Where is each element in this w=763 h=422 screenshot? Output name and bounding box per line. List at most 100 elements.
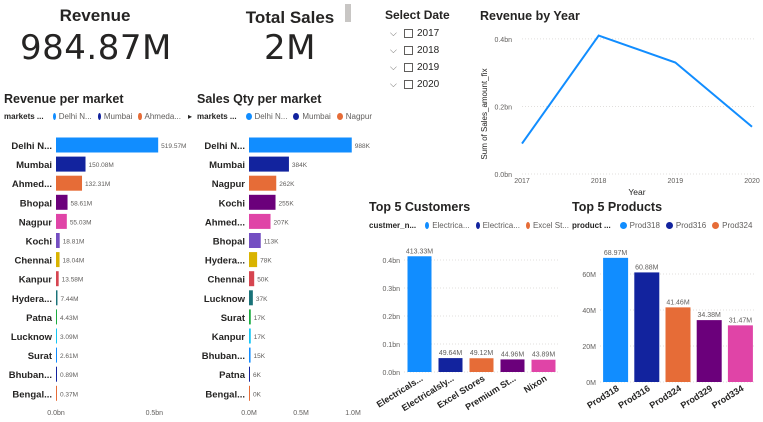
x-tick-label: 0.0M (241, 410, 257, 417)
date-slicer-item-label: 2019 (417, 62, 440, 73)
legend-item[interactable]: Ahmeda... (144, 112, 181, 121)
bar (56, 252, 60, 268)
chevron-down-icon[interactable]: ⌵ (390, 45, 397, 55)
legend-dot (293, 113, 300, 120)
bar (249, 156, 289, 172)
top5-products-chart[interactable]: 0M 20M 40M 60M 68.97M Prod318 60.88M Prod316 41.… (566, 238, 762, 422)
data-label: 13.58M (62, 277, 84, 284)
x-tick-label: 2019 (668, 178, 684, 185)
bar (249, 233, 261, 248)
legend-next-arrow-icon[interactable]: ▸ (187, 112, 192, 121)
date-slicer-item-2019[interactable]: ⌵ 2019 (390, 59, 465, 76)
legend-item[interactable]: Prod316 (675, 221, 707, 230)
data-label: 44.96M (501, 351, 525, 358)
y-tick-label: 40M (582, 308, 596, 315)
category-label: Bengal... (12, 389, 52, 400)
date-slicer-item-2020[interactable]: ⌵ 2020 (390, 76, 465, 93)
data-label: 60.88M (635, 264, 659, 271)
bar (407, 256, 432, 372)
bar (249, 347, 251, 363)
legend-title: product ... (572, 221, 611, 230)
data-label: 384K (292, 162, 308, 169)
legend-item[interactable]: Delhi N... (58, 112, 92, 121)
category-label: Nagpur (212, 179, 246, 190)
category-label: Prod316 (616, 383, 651, 410)
bar (249, 252, 258, 268)
x-tick-label: 2017 (514, 178, 530, 185)
legend-item[interactable]: Mumbai (103, 112, 133, 121)
data-label: 18.81M (63, 239, 85, 246)
data-label: 50K (257, 277, 269, 284)
bar (469, 358, 494, 372)
category-label: Surat (221, 313, 246, 324)
data-label: 41.46M (666, 299, 690, 306)
data-label: 4.43M (60, 315, 78, 322)
revenue-per-market-chart[interactable]: Delhi N... 519.57M Mumbai 150.08M Ahmed... 13… (0, 130, 195, 422)
y-tick-label: 0.4bn (494, 37, 512, 44)
category-label: Nixon (522, 373, 549, 395)
data-label: 988K (355, 143, 370, 150)
category-label: Prod334 (710, 383, 745, 410)
bar (56, 175, 83, 191)
bar (249, 309, 251, 325)
data-label: 43.89M (532, 352, 556, 359)
date-slicer-item-label: 2018 (417, 45, 440, 56)
data-label: 150.08M (89, 162, 114, 169)
bar (665, 307, 691, 382)
legend-item[interactable]: Electrica... (482, 221, 520, 230)
data-label: 6K (253, 372, 262, 379)
bar (531, 359, 556, 372)
category-label: Prod318 (585, 383, 620, 410)
legend-dot (525, 222, 530, 229)
sales-qty-per-market-chart[interactable]: Delhi N... 988K Mumbai 384K Nagpur 262K Kochi 2… (195, 130, 370, 422)
date-slicer-item-2017[interactable]: ⌵ 2017 (390, 25, 465, 42)
chevron-down-icon[interactable]: ⌵ (390, 28, 397, 38)
data-label: 7.44M (60, 296, 78, 303)
legend-item[interactable]: Excel St... (532, 221, 569, 230)
bar (696, 320, 722, 382)
legend-dot (97, 113, 101, 120)
legend-item[interactable]: Delhi N... (254, 112, 288, 121)
bar (56, 194, 68, 210)
checkbox[interactable] (404, 63, 413, 72)
revenue-by-year-title: Revenue by Year (480, 9, 580, 23)
bar (56, 290, 58, 306)
card-scrollbar[interactable] (345, 4, 351, 22)
date-slicer-item-2018[interactable]: ⌵ 2018 (390, 42, 465, 59)
legend-item[interactable]: Mumbai (302, 112, 331, 121)
legend-item[interactable]: Nagpur (345, 112, 372, 121)
total-sales-card-value: 2M (264, 28, 316, 68)
checkbox[interactable] (404, 46, 413, 55)
bar (249, 385, 250, 401)
x-tick-label: 0.0bn (47, 410, 65, 417)
top5-products-legend: product ... Prod318 Prod316 Prod324 (572, 221, 760, 230)
legend-item[interactable]: Electrica... (432, 221, 470, 230)
top5-customers-chart[interactable]: 0.0bn0.1bn0.2bn0.3bn0.4bn413.33MElectric… (366, 238, 566, 422)
checkbox[interactable] (404, 29, 413, 38)
chevron-down-icon[interactable]: ⌵ (390, 79, 397, 89)
top5-customers-title: Top 5 Customers (369, 200, 471, 214)
bar (56, 347, 57, 363)
y-tick-label: 0.3bn (382, 286, 400, 293)
data-label: 78K (260, 258, 272, 265)
data-label: 68.97M (604, 250, 628, 257)
category-label: Kochi (219, 198, 245, 209)
y-tick-label: 0.0bn (382, 370, 400, 377)
bar (249, 290, 253, 306)
legend-item[interactable]: Prod324 (722, 221, 753, 230)
bar (56, 213, 67, 229)
series-line (521, 34, 753, 145)
checkbox[interactable] (404, 80, 413, 89)
legend-item[interactable]: Prod318 (629, 221, 660, 230)
category-label: Kanpur (212, 332, 246, 343)
legend-dot (619, 222, 627, 229)
revenue-by-year-chart[interactable]: 0.0bn 0.2bn 0.4bn 2017 2018 2019 2020 Year Sum o… (470, 24, 760, 200)
chevron-down-icon[interactable]: ⌵ (390, 62, 397, 72)
y-axis-title: Sum of Sales_amount_fix (480, 68, 489, 159)
bar (56, 309, 57, 325)
y-tick-label: 0.2bn (494, 104, 512, 111)
bar (249, 213, 271, 229)
data-label: 0.37M (60, 391, 78, 398)
x-tick-label: 2018 (591, 178, 607, 185)
category-label: Hydera... (12, 294, 52, 305)
